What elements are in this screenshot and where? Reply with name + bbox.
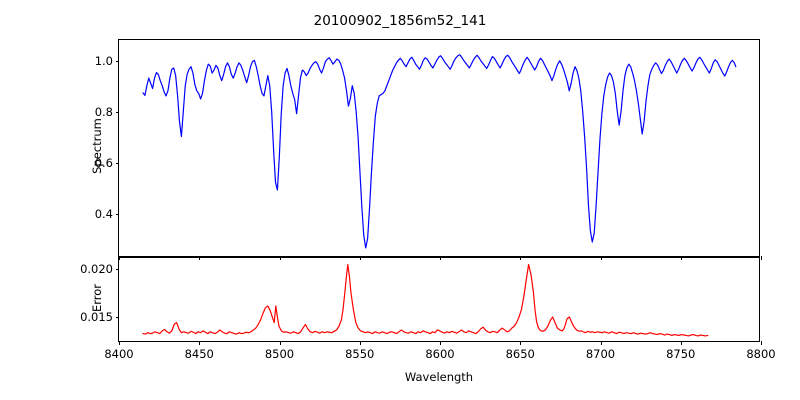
x-tick-mark — [359, 341, 361, 345]
x-tick-mark — [680, 341, 682, 345]
spectrum-line-plot — [119, 40, 759, 256]
x-tick-label: 8650 — [505, 347, 535, 361]
x-tick-mark — [440, 341, 441, 345]
data-series-0 — [143, 264, 708, 335]
x-tick-mark — [279, 341, 281, 345]
error-line-plot — [119, 258, 759, 341]
x-tick-mark — [199, 341, 201, 345]
y-tick-label: 0.6 — [94, 156, 113, 171]
spectrum-axes: 0.4 0.6 0.8 1.0 Spectrum — [90, 39, 762, 260]
x-tick-label: 8550 — [345, 347, 375, 361]
x-tick-label: 8500 — [264, 347, 295, 361]
x-tick-mark — [600, 341, 602, 345]
y-tick-mark — [115, 60, 119, 62]
x-tick-label: 8700 — [585, 347, 616, 361]
y-tick-mark — [115, 111, 119, 113]
x-tick-mark — [761, 256, 762, 260]
page-title: 20100902_1856m52_141 — [313, 13, 487, 29]
y-tick-label: 0.020 — [80, 262, 113, 277]
y-tick-label: 1.0 — [94, 53, 113, 68]
y-tick-mark — [115, 316, 119, 318]
spectrum-y-axis-label: Spectrum — [90, 118, 104, 174]
x-tick-mark — [119, 341, 120, 345]
y-tick-label: 0.8 — [94, 104, 113, 119]
y-tick-label: 0.4 — [94, 207, 113, 222]
x-tick-label: 8750 — [666, 347, 696, 361]
x-tick-label: 8800 — [746, 347, 776, 361]
error-y-axis-label: Error — [90, 283, 104, 312]
error-axes: 0.015 0.020 8400 8450 8500 8550 8600 8650 8700 8… — [80, 257, 776, 361]
y-tick-mark — [115, 214, 119, 216]
x-tick-mark — [520, 341, 522, 345]
x-axis-label: Wavelength — [404, 370, 474, 384]
x-tick-mark — [761, 341, 762, 345]
x-tick-label: 8600 — [425, 347, 455, 361]
x-tick-label: 8450 — [184, 347, 214, 361]
y-tick-mark — [115, 269, 119, 271]
data-series-0 — [143, 55, 736, 248]
y-tick-mark — [115, 163, 119, 165]
y-tick-label: 0.015 — [80, 309, 113, 324]
x-tick-label: 8400 — [104, 347, 134, 361]
